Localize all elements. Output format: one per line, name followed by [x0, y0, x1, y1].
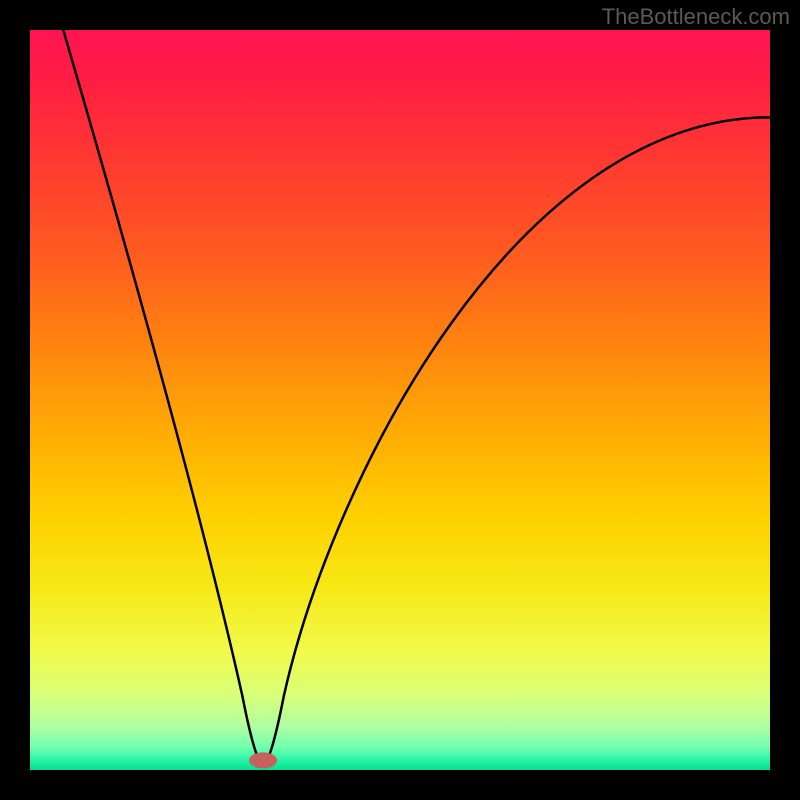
bottleneck-chart — [0, 0, 800, 800]
chart-container: TheBottleneck.com — [0, 0, 800, 800]
optimum-marker — [249, 752, 277, 768]
watermark-text: TheBottleneck.com — [602, 4, 790, 30]
